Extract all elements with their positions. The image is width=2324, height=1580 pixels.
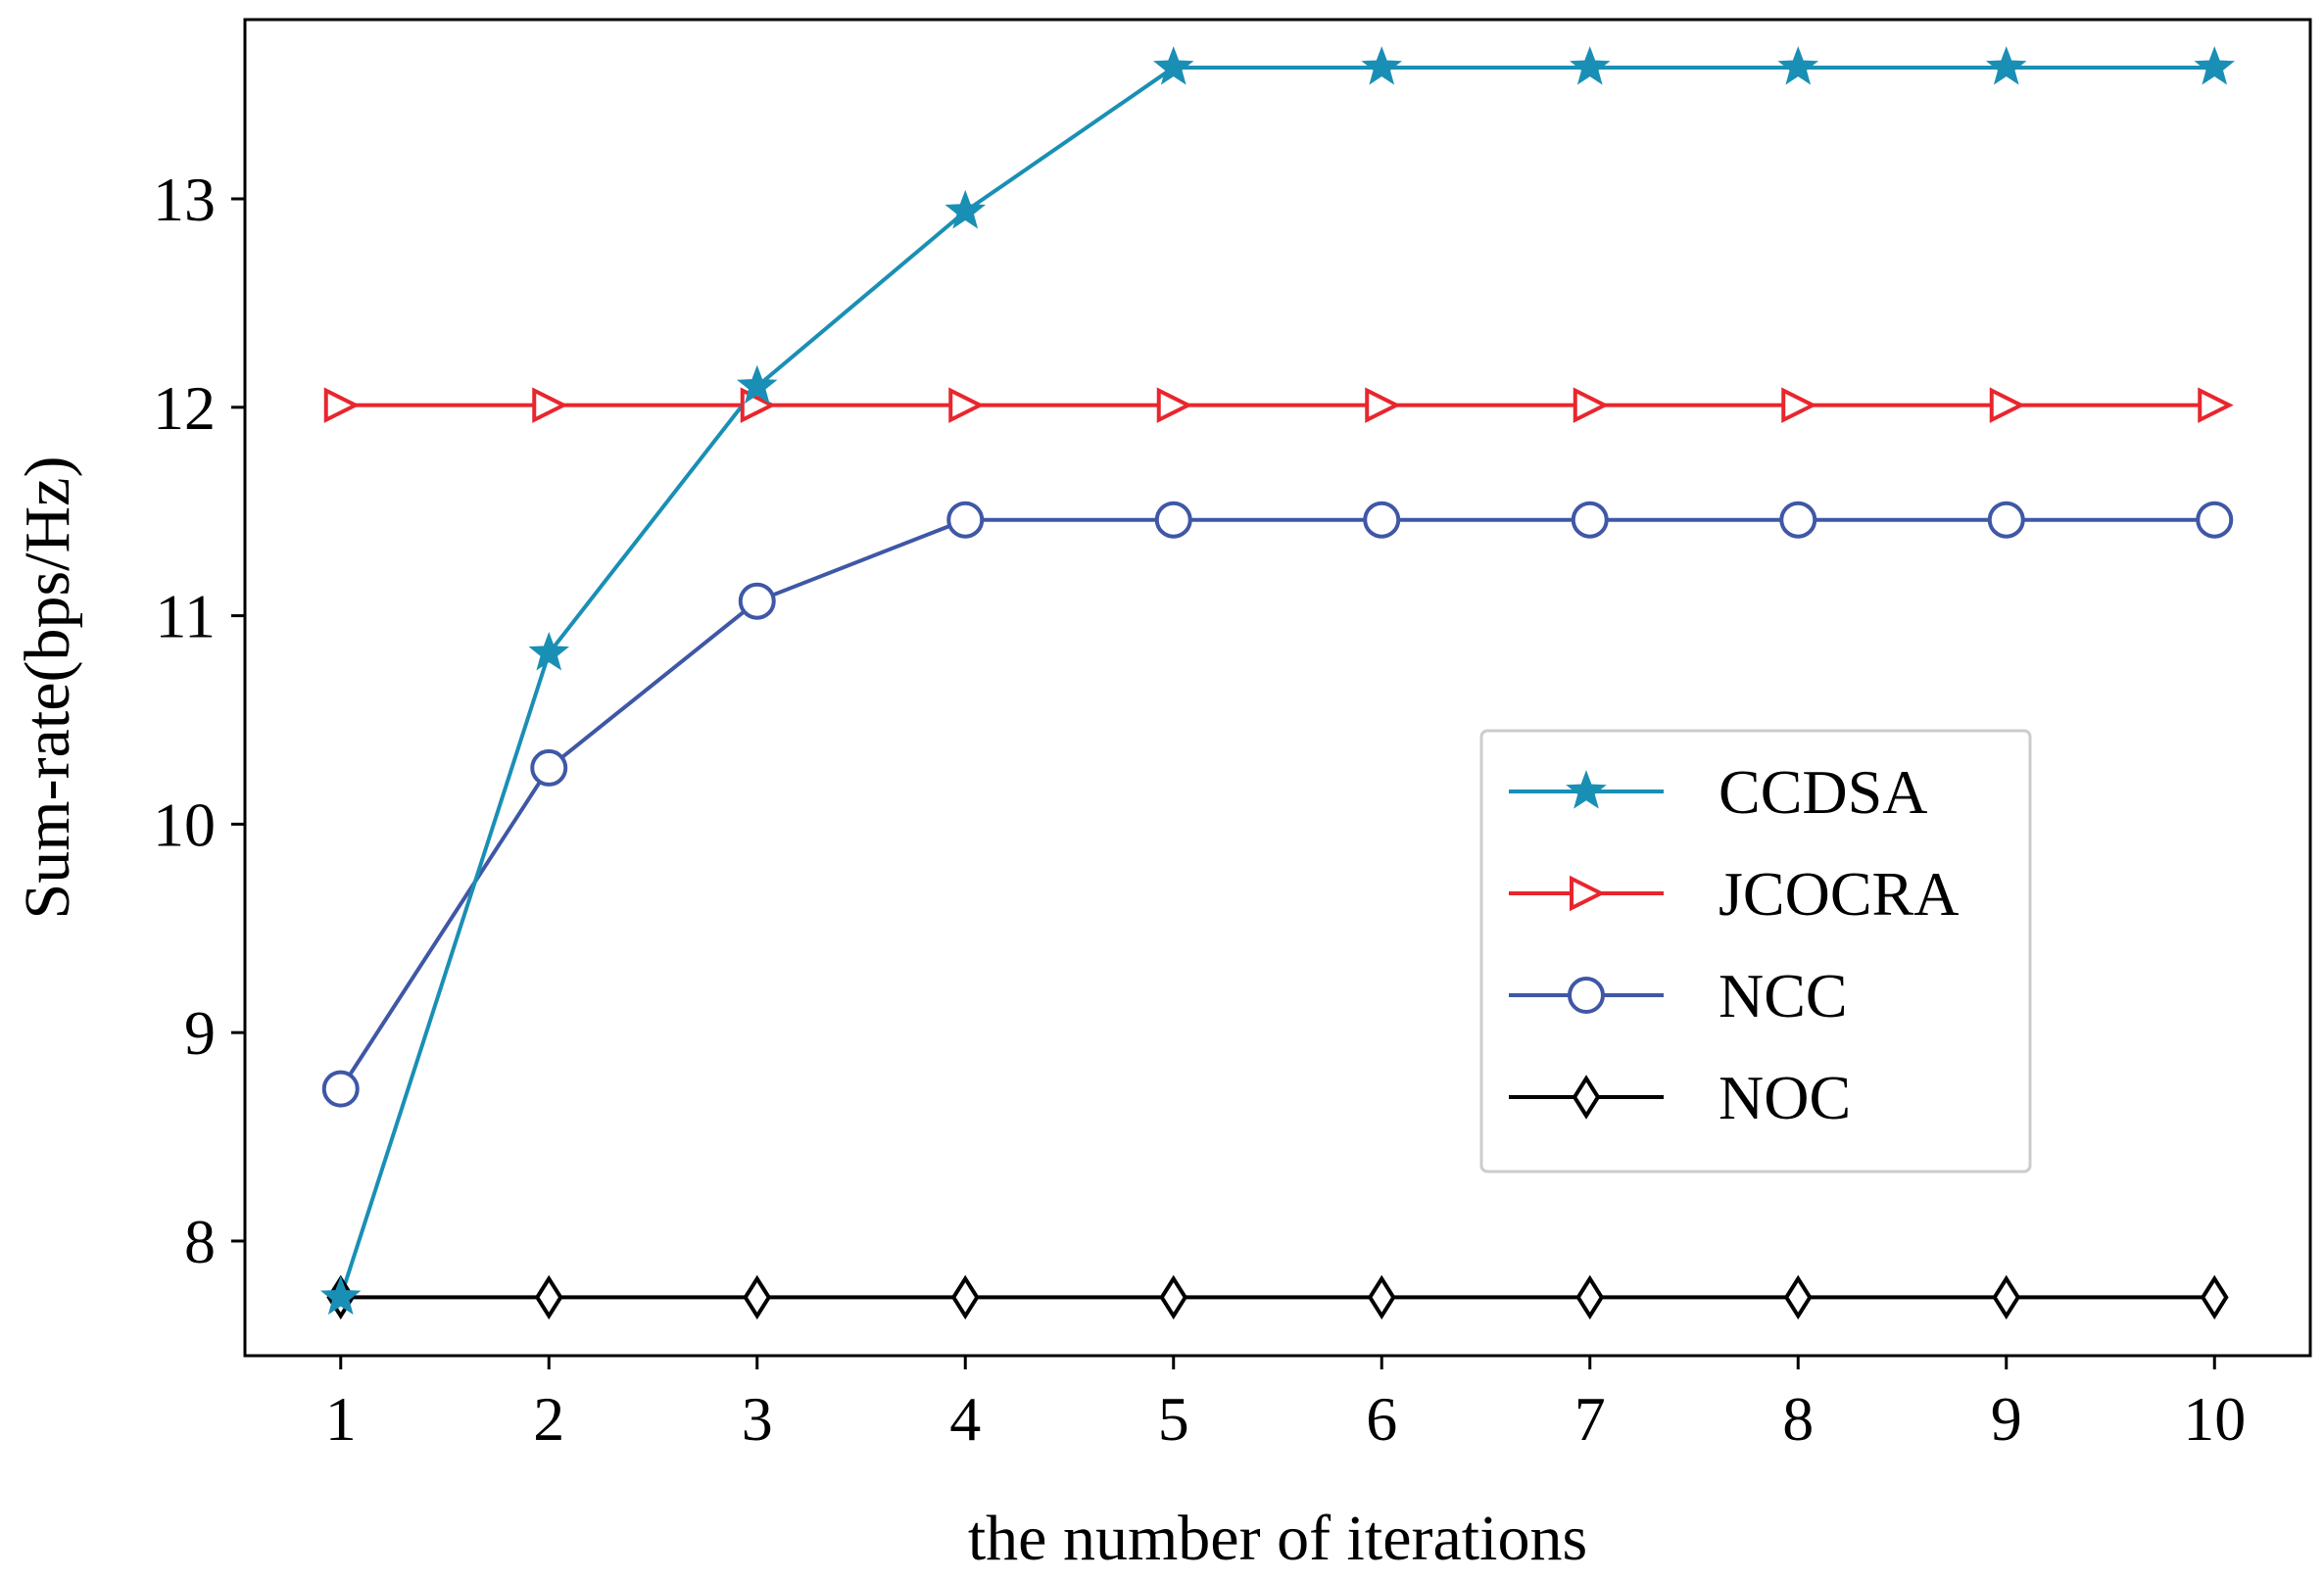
y-tick-label: 8: [184, 1207, 216, 1276]
legend-label-ncc: NCC: [1719, 961, 1848, 1030]
data-point-ncc-7: [1571, 501, 1609, 539]
data-point-ccdsa-9: [1985, 46, 2027, 85]
data-point-noc-2: [534, 1274, 563, 1320]
data-point-noc-3: [743, 1274, 772, 1320]
x-tick-label: 4: [949, 1384, 981, 1454]
data-point-ccdsa-10: [2194, 46, 2236, 85]
data-point-ncc-4: [946, 501, 985, 539]
axes-frame: [243, 18, 2312, 1358]
x-tick-label: 5: [1158, 1384, 1189, 1454]
legend-marker-jcocra: [1570, 875, 1606, 912]
legend-label-jcocra: JCOCRA: [1719, 859, 1959, 929]
data-point-jcocra-5: [1156, 387, 1193, 423]
data-point-jcocra-7: [1573, 387, 1610, 423]
data-point-jcocra-8: [1781, 387, 1817, 423]
legend-label-ccdsa: CCDSA: [1719, 757, 1927, 827]
data-point-noc-4: [950, 1274, 980, 1320]
data-point-ccdsa-2: [528, 632, 570, 671]
data-point-ncc-5: [1154, 501, 1192, 539]
x-axis-label: the number of iterations: [968, 1503, 1587, 1574]
data-point-ncc-10: [2196, 501, 2234, 539]
y-tick-label: 12: [153, 373, 216, 443]
series-line-ccdsa: [338, 65, 2215, 1299]
data-point-jcocra-6: [1365, 387, 1401, 423]
legend-marker-noc: [1572, 1075, 1601, 1120]
data-point-ncc-3: [738, 582, 776, 620]
legend-marker-ncc: [1568, 977, 1605, 1014]
data-point-ncc-1: [321, 1070, 360, 1108]
data-point-noc-9: [1992, 1274, 2021, 1320]
data-point-ccdsa-1: [319, 1275, 362, 1316]
data-point-ccdsa-5: [1152, 46, 1194, 85]
data-point-ncc-6: [1363, 501, 1401, 539]
legend: CCDSA JCOCRA NCC NOC: [1479, 729, 2032, 1173]
data-point-jcocra-1: [323, 387, 361, 423]
data-point-ccdsa-6: [1361, 46, 1403, 85]
data-point-ccdsa-8: [1777, 46, 1819, 85]
data-point-ncc-2: [530, 748, 568, 787]
data-point-ncc-9: [1987, 501, 2025, 539]
legend-label-noc: NOC: [1719, 1063, 1851, 1132]
x-tick-label: 2: [533, 1384, 564, 1454]
data-point-noc-7: [1575, 1274, 1605, 1320]
data-point-jcocra-9: [1989, 387, 2026, 423]
x-tick-label: 8: [1782, 1384, 1814, 1454]
data-point-noc-10: [2200, 1274, 2229, 1320]
data-point-ccdsa-4: [944, 189, 987, 229]
legend-marker-ccdsa: [1566, 770, 1607, 809]
series-line-ncc: [339, 517, 2215, 1090]
x-tick-label: 10: [2183, 1384, 2246, 1454]
x-tick-label: 6: [1366, 1384, 1397, 1454]
legend-box: [1479, 729, 2032, 1173]
y-tick-label: 10: [153, 790, 216, 859]
data-point-jcocra-4: [948, 387, 985, 423]
plot-area: [319, 46, 2236, 1320]
data-point-jcocra-2: [532, 387, 568, 423]
data-point-ccdsa-3: [736, 364, 778, 405]
data-point-ccdsa-7: [1569, 46, 1611, 85]
x-tick-label: 9: [1991, 1384, 2022, 1454]
data-point-jcocra-10: [2198, 387, 2234, 423]
x-tick-label: 1: [325, 1384, 357, 1454]
data-point-noc-8: [1783, 1274, 1813, 1320]
y-tick-label: 11: [155, 582, 216, 651]
y-tick-label: 9: [184, 998, 216, 1068]
x-tick-label: 7: [1574, 1384, 1606, 1454]
x-tick-label: 3: [742, 1384, 773, 1454]
y-tick-label: 13: [153, 165, 216, 234]
data-point-ncc-8: [1779, 501, 1817, 539]
y-axis-label: Sum-rate(bps/Hz): [12, 456, 83, 920]
data-point-noc-6: [1367, 1274, 1396, 1320]
data-point-noc-5: [1159, 1274, 1188, 1320]
